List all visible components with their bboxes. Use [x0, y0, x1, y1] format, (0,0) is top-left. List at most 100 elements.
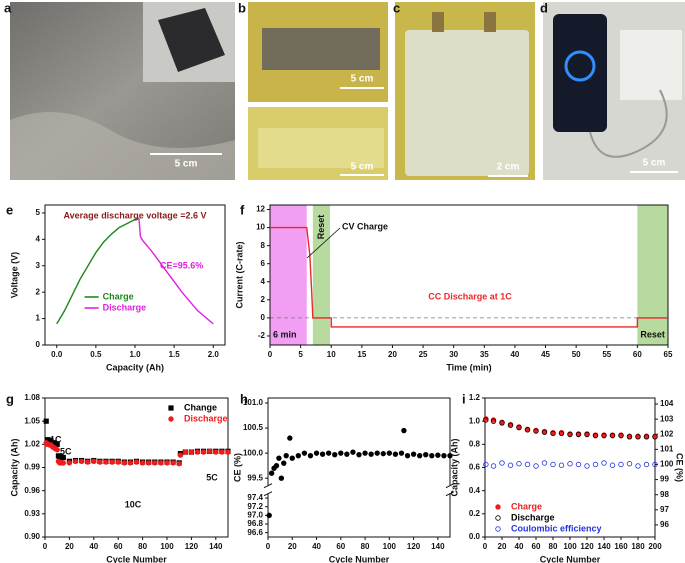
- point: [567, 461, 573, 467]
- electrode: [262, 28, 380, 70]
- point: [392, 451, 399, 457]
- x-tick-label: 55: [602, 350, 611, 359]
- scale-label: 5 cm: [175, 159, 198, 170]
- photo-c: 2 cm c: [393, 0, 535, 180]
- region: [270, 205, 307, 345]
- plot-frame: [44, 204, 226, 346]
- point: [78, 458, 85, 465]
- point: [273, 462, 280, 469]
- legend-swatch: [495, 515, 501, 521]
- annotation: 10C: [125, 499, 142, 509]
- y2-tick-label: 97: [660, 505, 669, 514]
- point: [307, 452, 314, 459]
- point: [368, 451, 374, 457]
- point: [60, 454, 66, 461]
- photo-d: 5 cm d: [540, 0, 685, 180]
- region-label: 6 min: [273, 329, 297, 339]
- x-tick-label: 100: [563, 542, 577, 551]
- y-tick-label: 0.8: [469, 439, 481, 448]
- x-tick-label: 40: [312, 542, 321, 551]
- x-tick-label: 1.5: [169, 350, 181, 359]
- plot-frame: [267, 397, 451, 538]
- y-tick-label: 0: [261, 313, 266, 322]
- point: [550, 430, 556, 437]
- panel-label: d: [540, 0, 548, 15]
- chart-g: 0 20 40 60 80 100 120 140 0.90 0.93 0.96 0.99 1.02 1.…: [6, 391, 231, 563]
- y-axis-label: Capacity (Ah): [449, 438, 459, 496]
- y-tick-label: 0.93: [24, 509, 40, 518]
- point: [158, 460, 164, 466]
- panel-label: i: [462, 391, 466, 406]
- point: [652, 461, 658, 468]
- point: [60, 460, 66, 466]
- cell: [258, 128, 384, 168]
- point: [567, 431, 573, 438]
- photo-b: 5 cm 5 cm b: [238, 0, 388, 180]
- scale-label: 2 cm: [497, 162, 520, 173]
- y2-tick-label: 104: [660, 399, 674, 408]
- x-axis-label: Time (min): [446, 362, 491, 372]
- point: [170, 460, 176, 466]
- x-tick-label: 20: [388, 350, 397, 359]
- y2-tick-label: 98: [660, 490, 669, 499]
- point: [374, 450, 380, 456]
- point: [490, 418, 497, 424]
- point: [332, 451, 338, 458]
- x-tick-label: 0: [43, 542, 48, 551]
- point: [133, 459, 140, 465]
- legend-label: Charge: [103, 291, 134, 301]
- legend-swatch: [168, 405, 174, 411]
- point: [584, 463, 590, 469]
- point: [177, 452, 184, 458]
- chart-i: 0 20 40 60 80 100 120 140 160 180 2000.00.20.40.60…: [449, 391, 684, 563]
- annotation: CC Discharge at 1C: [428, 291, 512, 301]
- y2-tick-label: 96: [660, 520, 669, 529]
- x-tick-label: 200: [648, 542, 662, 551]
- x-tick-label: 45: [541, 350, 550, 359]
- region: [637, 205, 668, 345]
- x-tick-label: 120: [185, 542, 199, 551]
- axis-break-mark: [263, 483, 273, 489]
- point: [441, 452, 447, 459]
- point: [152, 460, 158, 466]
- y-tick-label: -2: [258, 331, 266, 340]
- point: [398, 450, 405, 456]
- x-tick-label: 0.0: [51, 350, 63, 359]
- panel-label: b: [238, 0, 246, 15]
- point: [416, 452, 423, 459]
- point: [499, 420, 505, 426]
- region: [312, 205, 331, 345]
- point: [225, 449, 231, 455]
- point: [72, 458, 79, 465]
- point: [295, 452, 302, 459]
- chart-e: 0.0 0.5 1.0 1.5 2.0 0 1 2 3 4 5 Capacity (Ah) Voltag…: [6, 202, 226, 372]
- point: [91, 458, 97, 465]
- x-tick-label: 80: [138, 542, 147, 551]
- point: [103, 459, 109, 465]
- point: [109, 459, 115, 465]
- x-tick-label: 40: [515, 542, 524, 551]
- x-tick-label: 60: [336, 542, 345, 551]
- phone-charge-ring: [564, 50, 596, 82]
- panel-label: e: [6, 202, 13, 217]
- y-tick-label: 97.4: [247, 493, 263, 502]
- point: [609, 462, 616, 468]
- point: [483, 461, 489, 468]
- legend-swatch: [168, 416, 174, 422]
- x-tick-label: 0: [266, 542, 271, 551]
- point: [219, 449, 225, 455]
- y-tick-label: 0.0: [469, 532, 481, 541]
- pouch-cell: [405, 30, 529, 176]
- point: [404, 452, 411, 459]
- x-axis-label: Capacity (Ah): [106, 362, 164, 372]
- point: [338, 450, 344, 456]
- point: [194, 449, 201, 455]
- x-tick-label: 0: [268, 350, 273, 359]
- point: [541, 429, 548, 435]
- region-label: Reset: [316, 215, 326, 240]
- series-line: [138, 218, 214, 325]
- x-tick-label: 10: [327, 350, 336, 359]
- x-tick-label: 60: [633, 350, 642, 359]
- point: [401, 427, 407, 434]
- annotation-pointer: [306, 227, 341, 259]
